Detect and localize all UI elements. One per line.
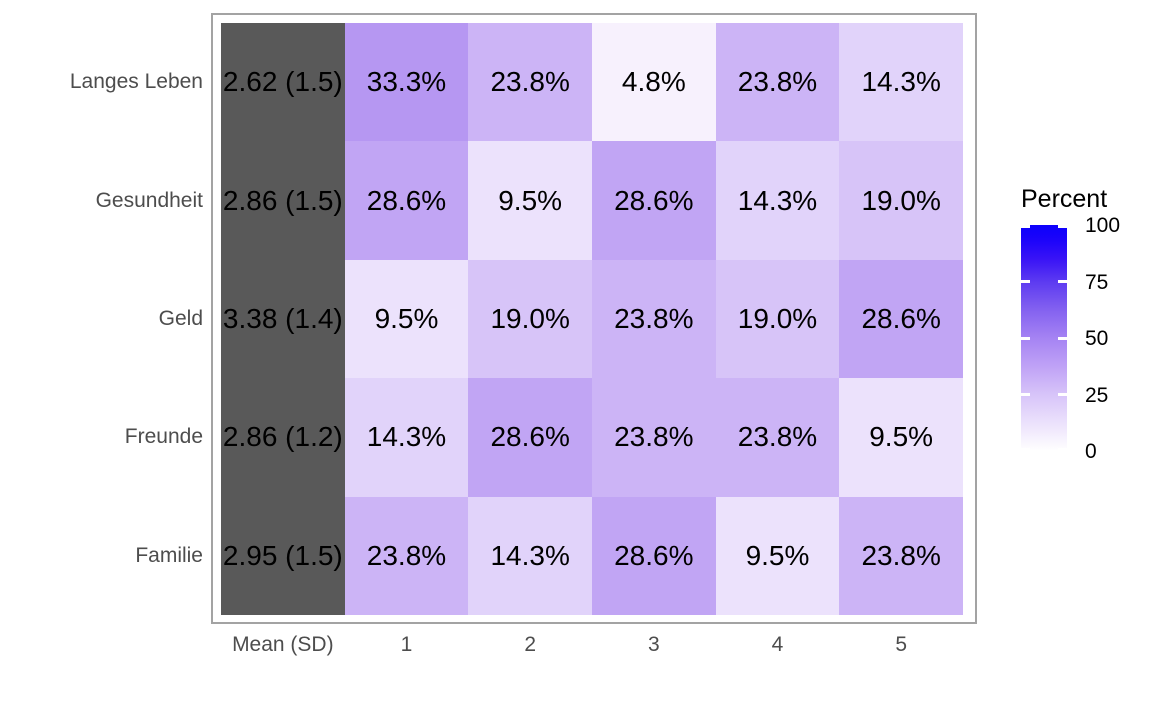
heatmap-cell: 14.3% <box>468 496 592 615</box>
heatmap-grid: 2.62 (1.5) 33.3% 23.8% 4.8% 23.8% 14.3% 2.86 (… <box>221 23 963 615</box>
legend-tick-mark <box>1021 448 1030 451</box>
x-axis-label: 4 <box>771 633 784 656</box>
legend-tick-mark <box>1021 393 1030 396</box>
legend-tick-mark <box>1058 393 1067 396</box>
heatmap-cell: 28.6% <box>344 141 469 260</box>
heatmap-cell: 14.3% <box>715 141 840 260</box>
heatmap-cell: 23.8% <box>344 496 469 615</box>
legend-tick-label: 50 <box>1085 327 1109 350</box>
heatmap-cell: 23.8% <box>839 496 963 615</box>
legend-title: Percent <box>1021 185 1108 213</box>
legend-tick-mark <box>1021 280 1030 283</box>
legend-tick-mark <box>1021 225 1030 228</box>
y-axis-label: Geld <box>158 306 203 330</box>
mean-sd-cell: 2.62 (1.5) <box>221 23 345 142</box>
mean-sd-cell: 2.95 (1.5) <box>221 496 345 615</box>
heatmap-cell: 19.0% <box>715 259 840 379</box>
legend-tick-mark <box>1058 448 1067 451</box>
legend-tick-mark <box>1058 225 1067 228</box>
legend-tick-label: 100 <box>1085 214 1121 237</box>
heatmap-cell: 28.6% <box>839 259 963 379</box>
heatmap-cell: 28.6% <box>591 141 716 260</box>
heatmap-cell: 4.8% <box>591 23 716 142</box>
x-axis-label: 5 <box>895 633 907 656</box>
heatmap-cell: 23.8% <box>591 378 716 497</box>
x-axis-label: 3 <box>647 633 660 656</box>
heatmap-cell: 19.0% <box>839 141 963 260</box>
legend-tick-label: 0 <box>1085 440 1097 463</box>
heatmap-cell: 23.8% <box>468 23 592 142</box>
mean-sd-cell: 2.86 (1.2) <box>221 378 345 497</box>
x-axis-label: Mean (SD) <box>232 633 334 656</box>
heatmap-cell: 28.6% <box>591 496 716 615</box>
mean-sd-cell: 3.38 (1.4) <box>221 259 345 379</box>
legend-tick-label: 25 <box>1085 383 1109 407</box>
heatmap-cell: 19.0% <box>468 259 592 379</box>
legend-tick-label: 75 <box>1085 270 1109 294</box>
x-axis-label: 1 <box>400 633 413 656</box>
heatmap-cell: 28.6% <box>468 378 592 497</box>
mean-sd-cell: 2.86 (1.5) <box>221 141 345 260</box>
heatmap-cell: 14.3% <box>344 378 469 497</box>
heatmap-cell: 23.8% <box>591 259 716 379</box>
x-axis-labels: Mean (SD) 1 2 3 4 5 <box>221 633 963 657</box>
legend: Percent 100 75 50 25 0 <box>1016 185 1152 475</box>
heatmap-cell: 23.8% <box>715 378 840 497</box>
x-axis-label: 2 <box>524 633 536 656</box>
heatmap-cell: 33.3% <box>344 23 469 142</box>
y-axis-labels: Langes Leben Gesundheit Geld Freunde Familie <box>0 23 203 615</box>
heatmap-cell: 9.5% <box>839 378 963 497</box>
heatmap-cell: 9.5% <box>468 141 592 260</box>
heatmap-cell: 9.5% <box>715 496 840 615</box>
heatmap-cell: 23.8% <box>715 23 840 142</box>
heatmap-cell: 14.3% <box>839 23 963 142</box>
y-axis-label: Gesundheit <box>95 188 203 212</box>
y-axis-label: Langes Leben <box>69 70 203 94</box>
heatmap-cell: 9.5% <box>344 259 469 379</box>
legend-tick-mark <box>1058 336 1067 340</box>
y-axis-label: Freunde <box>124 425 203 449</box>
legend-tick-mark <box>1021 336 1030 340</box>
y-axis-label: Familie <box>135 543 203 567</box>
legend-tick-mark <box>1058 280 1067 283</box>
